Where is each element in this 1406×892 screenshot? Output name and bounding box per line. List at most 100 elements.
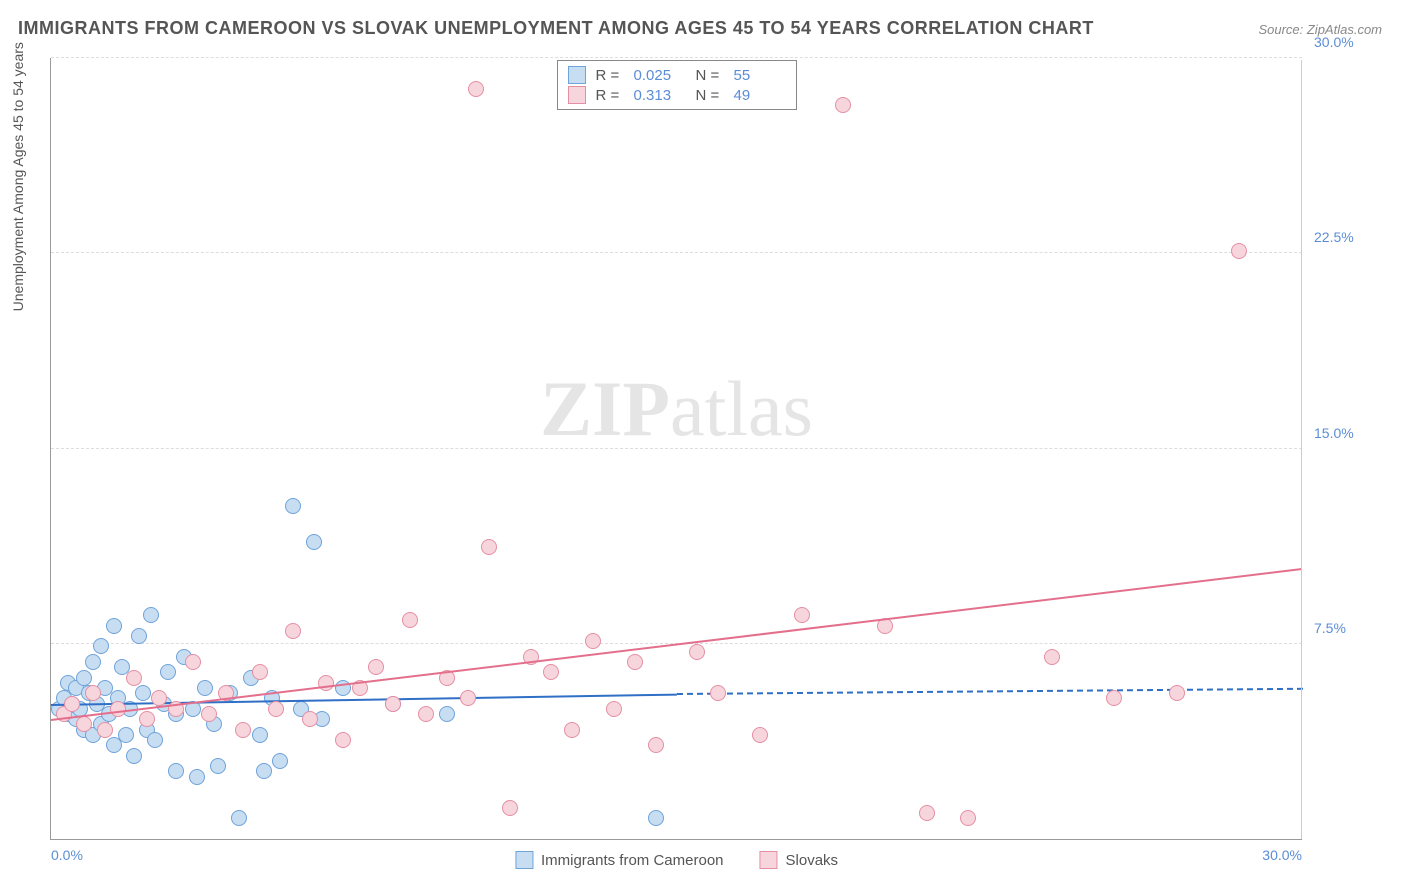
watermark-bold: ZIP xyxy=(540,365,670,452)
legend-r-label: R = xyxy=(596,67,624,84)
data-point xyxy=(85,654,101,670)
data-point xyxy=(97,722,113,738)
watermark: ZIPatlas xyxy=(540,364,813,454)
legend-swatch xyxy=(568,66,586,84)
x-tick-label: 30.0% xyxy=(1262,847,1302,863)
data-point xyxy=(93,638,109,654)
legend-swatch xyxy=(568,86,586,104)
data-point xyxy=(710,685,726,701)
y-tick-label: 15.0% xyxy=(1314,425,1354,441)
legend-correlation-row: R = 0.025 N = 55 xyxy=(568,65,786,85)
data-point xyxy=(335,732,351,748)
data-point xyxy=(1231,243,1247,259)
data-point xyxy=(143,607,159,623)
data-point xyxy=(272,753,288,769)
legend-n-value: 55 xyxy=(734,67,786,84)
y-axis-label: Unemployment Among Ages 45 to 54 years xyxy=(10,42,26,311)
trend-line-extrapolated xyxy=(676,688,1302,695)
grid-line xyxy=(51,57,1302,58)
data-point xyxy=(627,654,643,670)
y-tick-label: 30.0% xyxy=(1314,34,1354,50)
data-point xyxy=(648,810,664,826)
data-point xyxy=(564,722,580,738)
data-point xyxy=(147,732,163,748)
data-point xyxy=(139,711,155,727)
data-point xyxy=(648,737,664,753)
data-point xyxy=(201,706,217,722)
data-point xyxy=(585,633,601,649)
correlation-legend: R = 0.025 N = 55 R = 0.313 N = 49 xyxy=(557,60,797,110)
data-point xyxy=(402,612,418,628)
data-point xyxy=(1044,649,1060,665)
data-point xyxy=(794,607,810,623)
data-point xyxy=(106,618,122,634)
data-point xyxy=(689,644,705,660)
data-point xyxy=(189,769,205,785)
legend-series-label: Slovaks xyxy=(786,852,839,869)
y-tick-label: 7.5% xyxy=(1314,620,1346,636)
data-point xyxy=(439,706,455,722)
data-point xyxy=(418,706,434,722)
data-point xyxy=(256,763,272,779)
series-legend: Immigrants from Cameroon Slovaks xyxy=(515,851,838,869)
data-point xyxy=(197,680,213,696)
legend-r-value: 0.313 xyxy=(634,87,686,104)
data-point xyxy=(1169,685,1185,701)
chart-title: IMMIGRANTS FROM CAMEROON VS SLOVAK UNEMP… xyxy=(18,18,1094,39)
data-point xyxy=(752,727,768,743)
data-point xyxy=(502,800,518,816)
legend-series-item: Slovaks xyxy=(760,851,839,869)
data-point xyxy=(919,805,935,821)
legend-correlation-row: R = 0.313 N = 49 xyxy=(568,85,786,105)
scatter-chart: ZIPatlas R =0.025N =55R =0.313N =49 Immi… xyxy=(50,58,1302,840)
data-point xyxy=(460,690,476,706)
data-point xyxy=(85,685,101,701)
data-point xyxy=(135,685,151,701)
watermark-light: atlas xyxy=(670,365,813,452)
legend-r-value: 0.025 xyxy=(634,67,686,84)
legend-swatch xyxy=(760,851,778,869)
data-point xyxy=(960,810,976,826)
legend-n-value: 49 xyxy=(734,87,786,104)
data-point xyxy=(231,810,247,826)
data-point xyxy=(835,97,851,113)
data-point xyxy=(126,748,142,764)
data-point xyxy=(64,696,80,712)
legend-r-label: R = xyxy=(596,87,624,104)
y-tick-label: 22.5% xyxy=(1314,229,1354,245)
data-point xyxy=(385,696,401,712)
data-point xyxy=(306,534,322,550)
data-point xyxy=(252,727,268,743)
data-point xyxy=(118,727,134,743)
grid-line xyxy=(51,448,1302,449)
data-point xyxy=(160,664,176,680)
data-point xyxy=(185,654,201,670)
data-point xyxy=(235,722,251,738)
data-point xyxy=(302,711,318,727)
x-tick-label: 0.0% xyxy=(51,847,83,863)
data-point xyxy=(368,659,384,675)
data-point xyxy=(151,690,167,706)
data-point xyxy=(543,664,559,680)
data-point xyxy=(481,539,497,555)
legend-n-label: N = xyxy=(696,67,724,84)
data-point xyxy=(210,758,226,774)
data-point xyxy=(468,81,484,97)
data-point xyxy=(606,701,622,717)
data-point xyxy=(168,763,184,779)
data-point xyxy=(1106,690,1122,706)
legend-n-label: N = xyxy=(696,87,724,104)
data-point xyxy=(131,628,147,644)
data-point xyxy=(285,498,301,514)
data-point xyxy=(76,716,92,732)
data-point xyxy=(252,664,268,680)
data-point xyxy=(126,670,142,686)
legend-swatch xyxy=(515,851,533,869)
data-point xyxy=(110,701,126,717)
grid-line xyxy=(51,252,1302,253)
data-point xyxy=(268,701,284,717)
data-point xyxy=(76,670,92,686)
data-point xyxy=(285,623,301,639)
legend-series-item: Immigrants from Cameroon xyxy=(515,851,724,869)
legend-series-label: Immigrants from Cameroon xyxy=(541,852,724,869)
